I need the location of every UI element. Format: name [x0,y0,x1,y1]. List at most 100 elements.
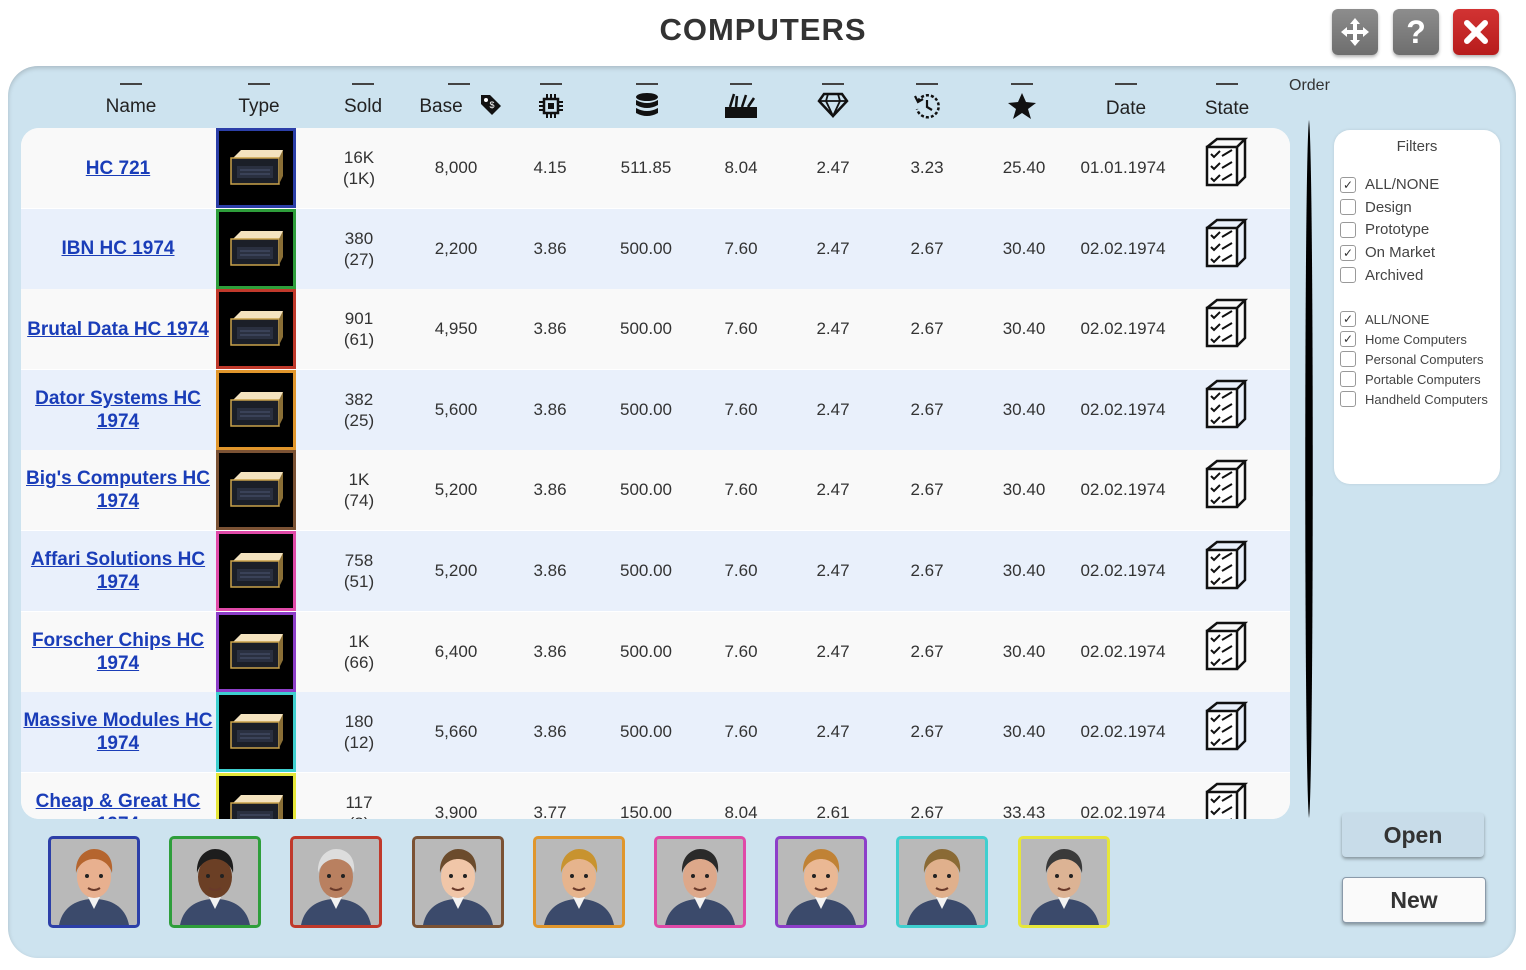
close-button[interactable] [1453,9,1499,55]
checkbox[interactable] [1340,267,1356,284]
state-checklist-icon[interactable] [1204,782,1249,819]
table-row[interactable]: IBN HC 1974 380 (27) 2,200 3.86 500.00 7.60 2.4… [21,208,1290,289]
table-row[interactable]: Forscher Chips HC 1974 1K (66) 6,400 3.86 500… [21,611,1290,692]
column-header-sold[interactable]: Sold [343,96,383,117]
ceo-portrait-1[interactable] [48,836,140,928]
state-checklist-icon[interactable] [1204,137,1249,192]
scrollbar[interactable] [1302,118,1316,820]
filter-prototype[interactable]: Prototype [1340,221,1429,238]
ceo-portrait-7[interactable] [775,836,868,928]
state-checklist-icon[interactable] [1204,540,1249,595]
state-checklist-icon[interactable] [1204,218,1249,273]
sort-indicator[interactable] [248,83,270,85]
state-checklist-icon[interactable] [1204,298,1249,353]
state-checklist-icon[interactable] [1204,621,1249,676]
column-header-date[interactable]: Date [1105,98,1147,119]
table-row[interactable]: Big's Computers HC 1974 1K (74) 5,200 3.86 50… [21,450,1290,531]
sort-indicator[interactable] [730,83,752,85]
ceo-portrait-4[interactable] [411,836,504,928]
computer-type-thumbnail[interactable] [216,531,296,611]
storage-icon[interactable] [634,92,660,122]
computer-name-link[interactable]: Big's Computers HC 1974 [26,468,210,513]
checkbox[interactable]: ✓ [1340,176,1356,193]
rating-cell: 30.40 [1002,722,1046,742]
filter-all-none[interactable]: ✓ ALL/NONE [1340,176,1439,193]
checkbox[interactable]: ✓ [1340,311,1356,327]
computer-name-link[interactable]: Massive Modules HC 1974 [23,710,213,755]
sort-indicator[interactable] [636,83,658,85]
computer-type-thumbnail[interactable] [216,128,296,208]
home-computer-icon [230,150,283,185]
computer-type-thumbnail[interactable] [216,692,296,773]
computer-name-link[interactable]: Dator Systems HC 1974 [35,387,201,432]
ceo-portrait-6[interactable] [654,836,746,928]
sold-total: 382 [344,389,374,409]
column-header-base[interactable]: Base [419,96,463,117]
sort-indicator[interactable] [540,83,562,85]
filter-home-computers[interactable]: ✓ Home Computers [1340,331,1467,347]
ceo-portrait-2[interactable] [169,836,262,928]
checkbox[interactable] [1340,199,1356,216]
table-row[interactable]: Dator Systems HC 1974 382 (25) 5,600 3.86 500… [21,369,1290,450]
state-checklist-icon[interactable] [1204,379,1249,434]
computer-name-link[interactable]: Brutal Data HC 1974 [27,318,209,340]
filter-portable-computers[interactable]: Portable Computers [1340,371,1481,387]
sort-indicator[interactable] [1216,83,1238,85]
tools-icon[interactable] [724,92,758,120]
checkbox[interactable]: ✓ [1340,244,1356,261]
table-row[interactable]: Massive Modules HC 1974 180 (12) 5,660 3.86 5… [21,692,1290,773]
table-row[interactable]: Affari Solutions HC 1974 758 (51) 5,200 3.86… [21,531,1290,611]
filter-all-none[interactable]: ✓ ALL/NONE [1340,311,1429,327]
sort-indicator[interactable] [352,83,374,85]
computer-type-thumbnail[interactable] [216,450,296,531]
table-row[interactable]: Cheap & Great HC 1974 117(8) 3,900 3.77 150.… [21,772,1290,819]
ceo-portrait-8[interactable] [896,836,989,928]
open-button[interactable]: Open [1342,813,1484,857]
diamond-icon[interactable] [817,92,849,118]
state-checklist-icon[interactable] [1204,701,1249,756]
sort-indicator[interactable] [916,83,938,85]
sort-indicator[interactable] [120,83,142,85]
time-icon[interactable] [913,92,941,120]
move-button[interactable] [1332,9,1378,55]
sort-indicator[interactable] [448,83,470,85]
table-row[interactable]: HC 721 16K (1K) 8,000 4.15 511.85 8.04 2.47 3.23… [21,128,1290,208]
computer-name-link[interactable]: HC 721 [85,157,151,179]
ceo-portrait-9[interactable] [1017,836,1110,928]
checkbox[interactable] [1340,221,1356,238]
new-button[interactable]: New [1342,877,1486,923]
state-checklist-icon[interactable] [1204,459,1249,514]
column-header-type[interactable]: Type [238,96,280,117]
help-button[interactable]: ? [1393,9,1439,55]
filter-on-market[interactable]: ✓ On Market [1340,244,1435,261]
sold-total: 1K [348,631,370,651]
checkbox[interactable] [1340,351,1356,367]
computer-type-thumbnail[interactable] [216,289,296,370]
ceo-portrait-5[interactable] [532,836,625,928]
column-header-name[interactable]: Name [105,96,157,117]
filter-handheld-computers[interactable]: Handheld Computers [1340,391,1488,407]
chip-icon[interactable] [537,92,565,120]
sort-indicator[interactable] [822,83,844,85]
filter-archived[interactable]: Archived [1340,267,1423,284]
computer-name-link[interactable]: Affari Solutions HC 1974 [30,549,206,593]
computer-type-thumbnail[interactable] [216,772,296,819]
computer-name-link[interactable]: Forscher Chips HC 1974 [31,629,205,674]
checkbox[interactable] [1340,391,1356,407]
price-tag-icon[interactable]: $ [478,92,504,118]
computer-name-link[interactable]: IBN HC 1974 [61,238,175,260]
checkbox[interactable] [1340,371,1356,387]
filter-personal-computers[interactable]: Personal Computers [1340,351,1484,367]
table-row[interactable]: Brutal Data HC 1974 901 (61) 4,950 3.86 500.0… [21,289,1290,370]
computer-type-thumbnail[interactable] [216,611,296,692]
ceo-portrait-3[interactable] [290,836,383,928]
filter-design[interactable]: Design [1340,199,1412,216]
star-icon[interactable] [1007,92,1037,120]
column-header-state[interactable]: State [1204,98,1250,119]
checkbox[interactable]: ✓ [1340,331,1356,347]
computer-name-link[interactable]: Cheap & Great HC 1974 [35,790,201,819]
sort-indicator[interactable] [1115,83,1137,85]
computer-type-thumbnail[interactable] [216,369,296,450]
sort-indicator[interactable] [1011,83,1033,85]
computer-type-thumbnail[interactable] [216,208,296,289]
